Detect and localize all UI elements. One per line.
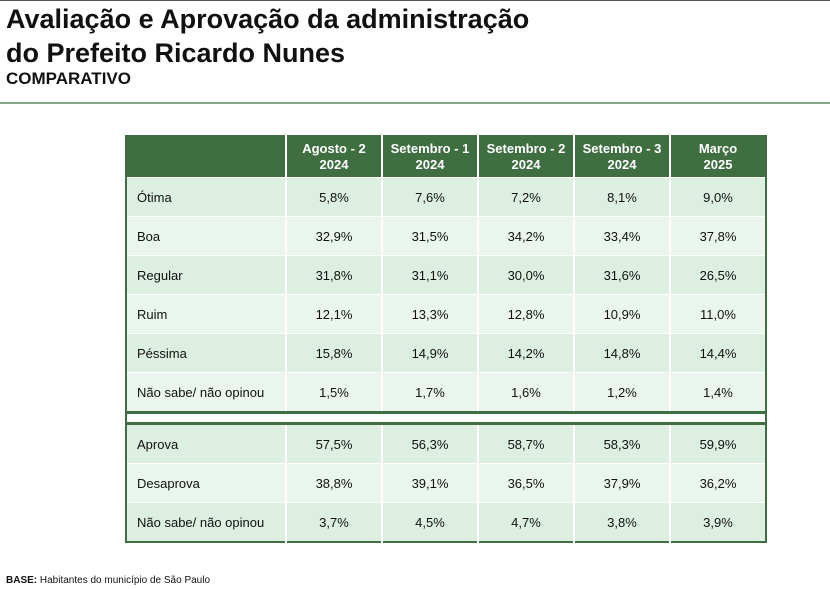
column-header-period: Setembro - 2	[486, 141, 566, 156]
title-line-2: do Prefeito Ricardo Nunes	[6, 38, 346, 68]
table-row-aprova: Aprova 57,5% 56,3% 58,7% 58,3% 59,9%	[126, 423, 766, 464]
column-header-year: 2024	[607, 157, 637, 172]
cell-value: 5,8%	[285, 177, 382, 217]
cell-value: 14,4%	[669, 333, 766, 373]
cell-value: 31,8%	[285, 255, 382, 295]
base-text: Habitantes do município de São Paulo	[37, 575, 211, 586]
cell-value: 58,3%	[573, 423, 670, 464]
cell-value: 14,2%	[477, 333, 574, 373]
cell-value: 1,5%	[285, 372, 382, 413]
table-row-otima: Ótima 5,8% 7,6% 7,2% 8,1% 9,0%	[126, 177, 766, 217]
cell-value: 56,3%	[381, 423, 478, 464]
cell-value: 15,8%	[285, 333, 382, 373]
table-header-row: Agosto - 2 2024 Setembro - 1 2024 Setembro…	[126, 136, 766, 178]
table-row-desaprova: Desaprova 38,8% 39,1% 36,5% 37,9% 36,2%	[126, 463, 766, 503]
column-header: Setembro - 1 2024	[381, 136, 478, 178]
cell-value: 39,1%	[381, 463, 478, 503]
column-header: Setembro - 2 2024	[477, 136, 574, 178]
header-divider	[0, 102, 830, 104]
column-header-year: 2024	[511, 157, 541, 172]
cell-value: 11,0%	[669, 294, 766, 334]
table-row-nao-sabe-aprovacao: Não sabe/ não opinou 3,7% 4,5% 4,7% 3,8%…	[126, 502, 766, 542]
separator-cell	[126, 411, 766, 425]
table-row-boa: Boa 32,9% 31,5% 34,2% 33,4% 37,8%	[126, 216, 766, 256]
cell-value: 3,9%	[669, 502, 766, 542]
cell-value: 1,7%	[381, 372, 478, 413]
column-header-year: 2024	[319, 157, 349, 172]
cell-value: 14,8%	[573, 333, 670, 373]
cell-value: 4,7%	[477, 502, 574, 542]
section-separator	[126, 411, 766, 425]
row-label: Não sabe/ não opinou	[126, 372, 286, 413]
cell-value: 33,4%	[573, 216, 670, 256]
cell-value: 58,7%	[477, 423, 574, 464]
cell-value: 4,5%	[381, 502, 478, 542]
row-label: Regular	[126, 255, 286, 295]
row-label: Desaprova	[126, 463, 286, 503]
column-header-period: Setembro - 1	[390, 141, 470, 156]
row-label: Ruim	[126, 294, 286, 334]
column-header: Agosto - 2 2024	[285, 136, 382, 178]
top-border-line	[0, 0, 830, 1]
column-header: Setembro - 3 2024	[573, 136, 670, 178]
table-row-pessima: Péssima 15,8% 14,9% 14,2% 14,8% 14,4%	[126, 333, 766, 373]
title-line-1: Avaliação e Aprovação da administração	[6, 4, 530, 34]
cell-value: 31,1%	[381, 255, 478, 295]
cell-value: 36,2%	[669, 463, 766, 503]
page-subtitle: COMPARATIVO	[6, 69, 131, 88]
cell-value: 59,9%	[669, 423, 766, 464]
page-title: Avaliação e Aprovação da administração d…	[6, 2, 806, 70]
cell-value: 38,8%	[285, 463, 382, 503]
column-header-year: 2025	[703, 157, 733, 172]
cell-value: 37,8%	[669, 216, 766, 256]
table-row-ruim: Ruim 12,1% 13,3% 12,8% 10,9% 11,0%	[126, 294, 766, 334]
base-label: BASE:	[6, 575, 38, 586]
column-header-period: Março	[698, 141, 738, 156]
row-label: Boa	[126, 216, 286, 256]
row-label: Péssima	[126, 333, 286, 373]
cell-value: 1,4%	[669, 372, 766, 413]
row-label: Não sabe/ não opinou	[126, 502, 286, 542]
table-row-regular: Regular 31,8% 31,1% 30,0% 31,6% 26,5%	[126, 255, 766, 295]
cell-value: 8,1%	[573, 177, 670, 217]
column-header-year: 2024	[415, 157, 445, 172]
cell-value: 12,1%	[285, 294, 382, 334]
cell-value: 26,5%	[669, 255, 766, 295]
cell-value: 36,5%	[477, 463, 574, 503]
cell-value: 1,2%	[573, 372, 670, 413]
header-cell-empty	[126, 136, 286, 178]
cell-value: 10,9%	[573, 294, 670, 334]
cell-value: 12,8%	[477, 294, 574, 334]
cell-value: 13,3%	[381, 294, 478, 334]
cell-value: 14,9%	[381, 333, 478, 373]
column-header-period: Setembro - 3	[582, 141, 662, 156]
cell-value: 3,7%	[285, 502, 382, 542]
cell-value: 32,9%	[285, 216, 382, 256]
cell-value: 7,2%	[477, 177, 574, 217]
cell-value: 31,6%	[573, 255, 670, 295]
row-label: Ótima	[126, 177, 286, 217]
cell-value: 57,5%	[285, 423, 382, 464]
results-table: Agosto - 2 2024 Setembro - 1 2024 Setembro…	[125, 135, 767, 543]
row-label: Aprova	[126, 423, 286, 464]
column-header-period: Agosto - 2	[302, 141, 366, 156]
cell-value: 3,8%	[573, 502, 670, 542]
column-header: Março 2025	[669, 136, 766, 178]
cell-value: 7,6%	[381, 177, 478, 217]
table-row-nao-sabe-avaliacao: Não sabe/ não opinou 1,5% 1,7% 1,6% 1,2%…	[126, 372, 766, 413]
cell-value: 31,5%	[381, 216, 478, 256]
cell-value: 30,0%	[477, 255, 574, 295]
base-footnote: BASE: Habitantes do município de São Pau…	[6, 575, 210, 586]
cell-value: 1,6%	[477, 372, 574, 413]
cell-value: 37,9%	[573, 463, 670, 503]
cell-value: 9,0%	[669, 177, 766, 217]
cell-value: 34,2%	[477, 216, 574, 256]
